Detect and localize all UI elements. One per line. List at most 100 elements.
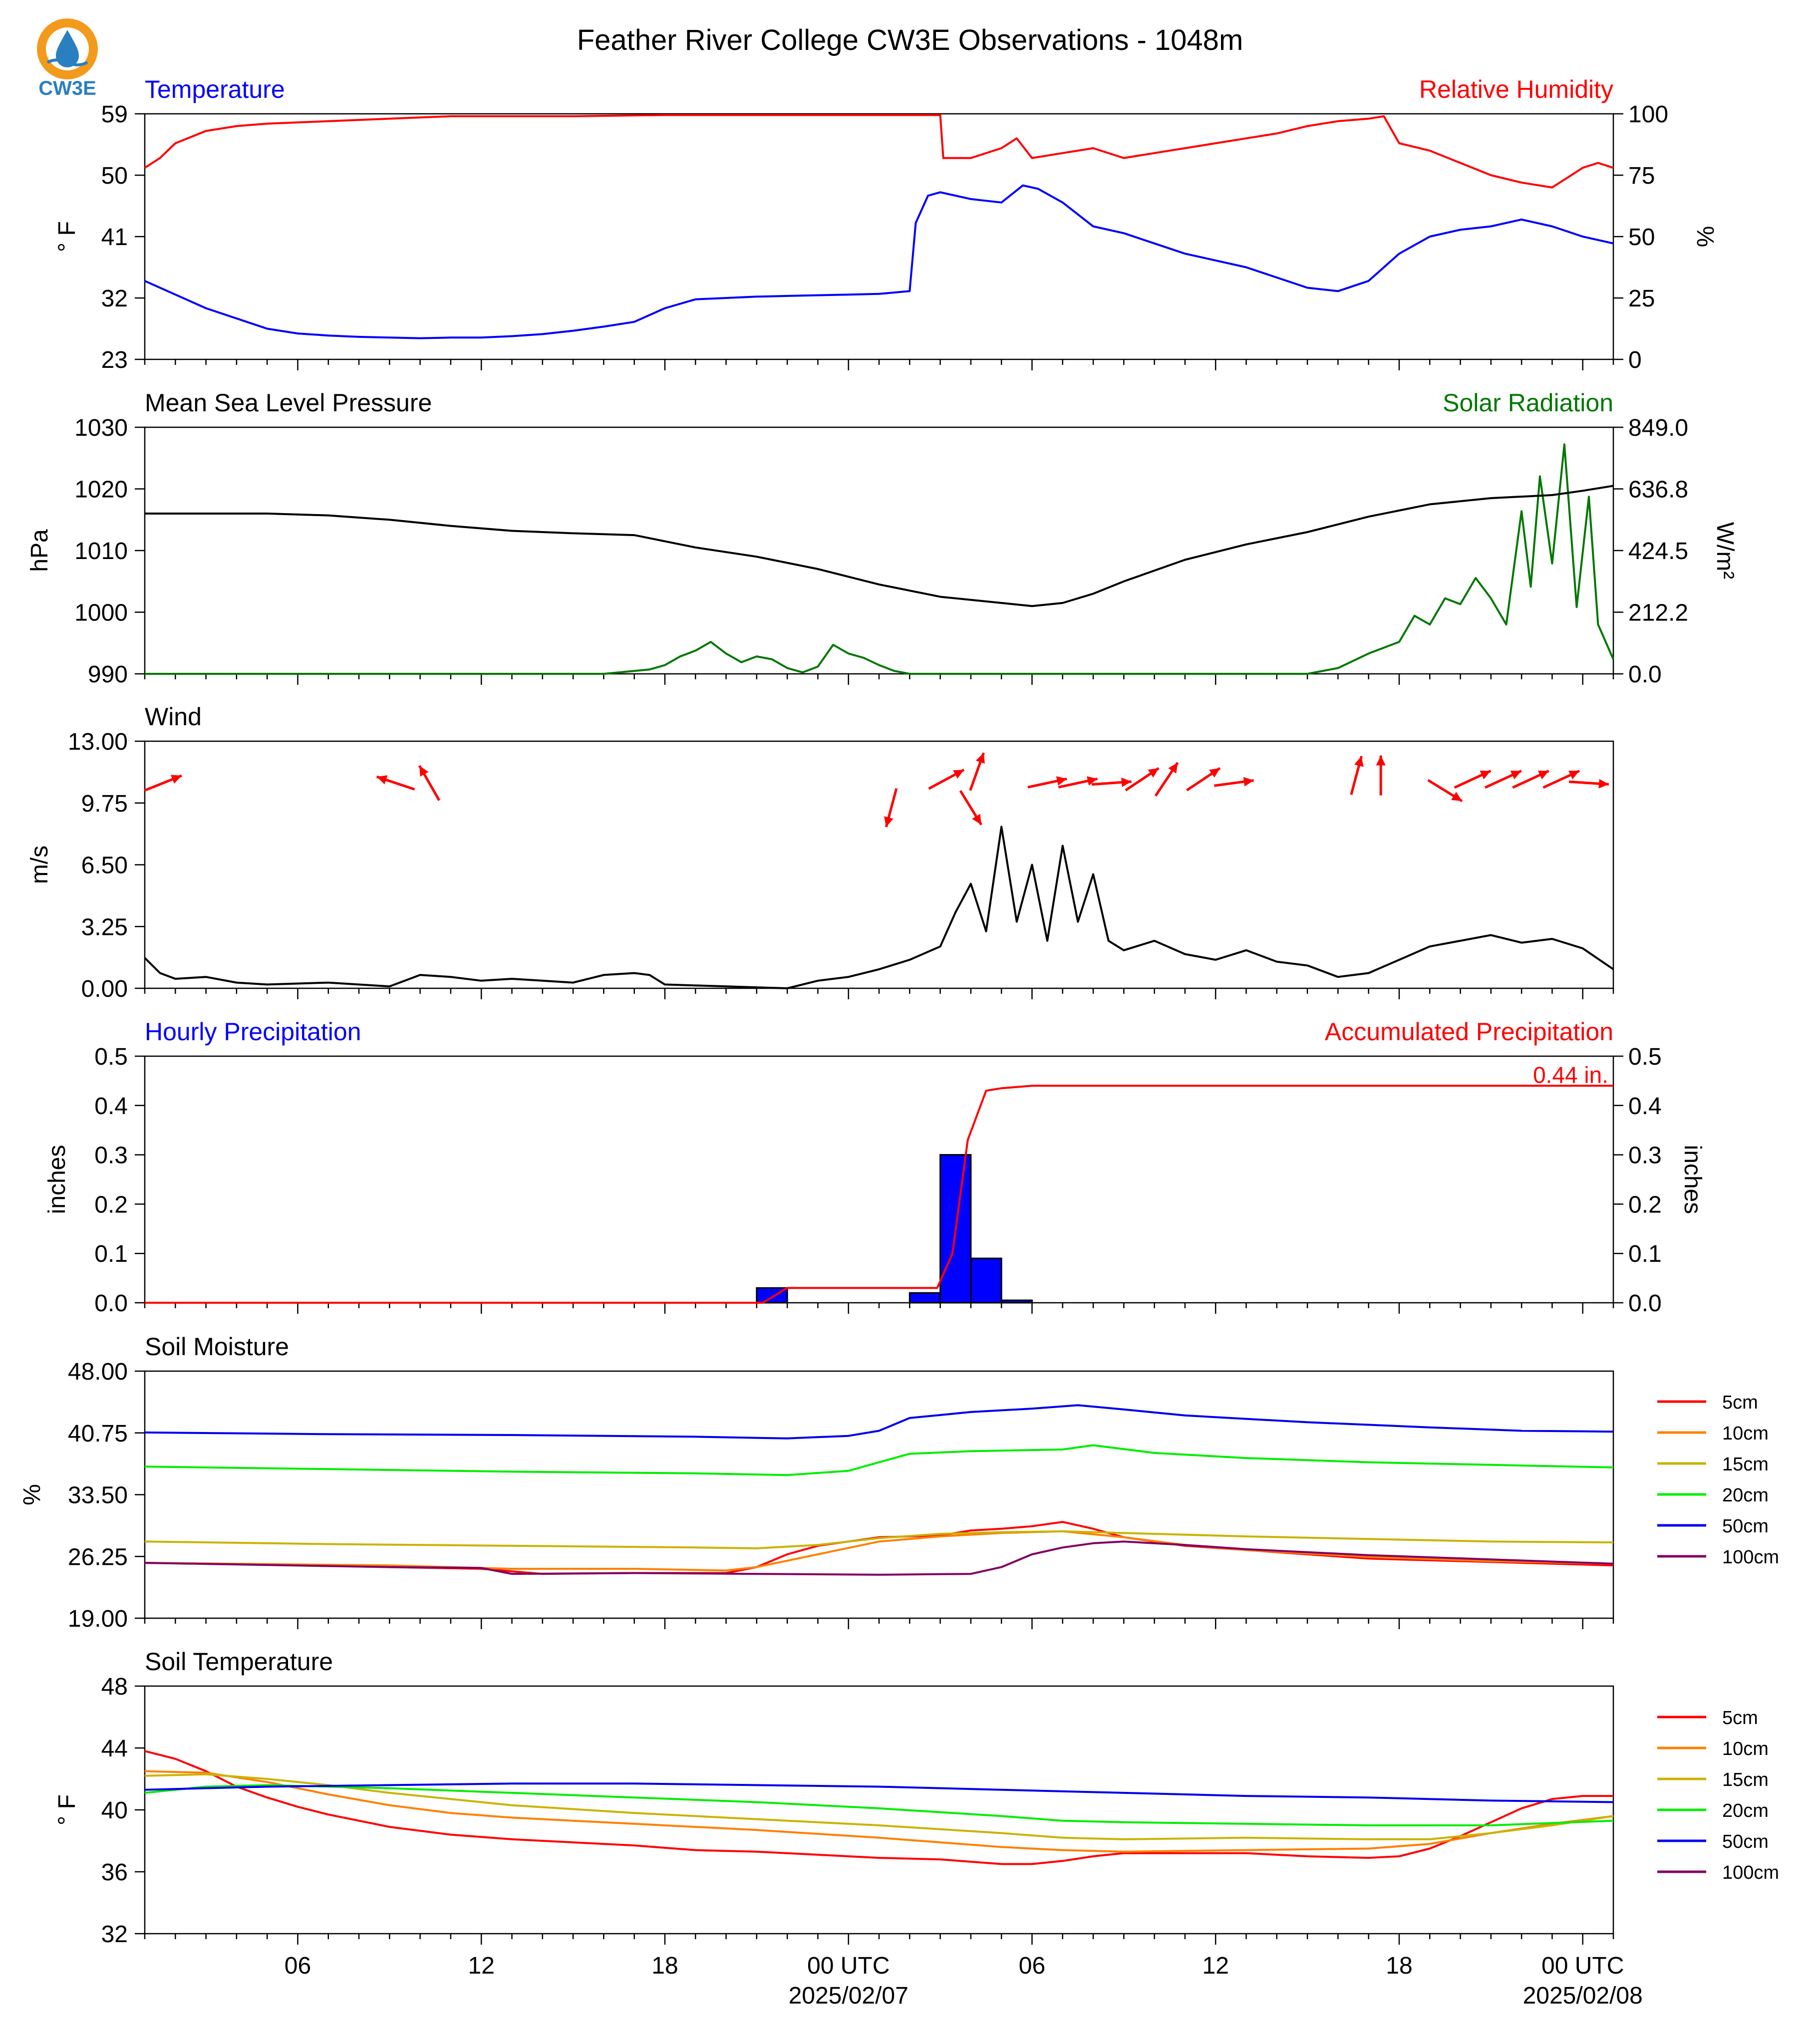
y-tick-label-left: 59	[101, 101, 128, 128]
x-tick-label: 12	[1203, 1953, 1229, 1979]
y-tick-label-left: 36	[101, 1859, 128, 1886]
soil-temperature-50cm-line	[144, 1782, 1614, 1803]
wind-arrow-head	[1243, 777, 1254, 787]
y-tick-label-left: 13.00	[68, 729, 128, 755]
hourly-precip-bar	[970, 1257, 1002, 1304]
y-tick-label-left: 0.4	[94, 1093, 128, 1120]
y-tick-label-right: 25	[1628, 286, 1655, 312]
y-tick-label-left: 41	[101, 224, 128, 251]
legend-label: 5cm	[1722, 1708, 1758, 1729]
y-tick-label-left: 48.00	[68, 1359, 128, 1385]
logo-drop-icon	[56, 30, 79, 67]
logo-wave-icon	[46, 58, 88, 66]
accumulated-precip-line	[145, 1085, 1613, 1304]
y-tick-label-left: 33.50	[68, 1482, 128, 1509]
y-axis-unit: %	[19, 1484, 45, 1505]
cw3e-logo: CW3E	[37, 18, 98, 99]
solar-series-line	[145, 443, 1614, 675]
panel-pressure-solar: 990 1000 1010 1020 1030 0.0 212.2 424.5 636.8 849…	[26, 389, 1738, 688]
wind-arrow-head	[419, 766, 429, 777]
x-tick-label: 18	[651, 1953, 678, 1979]
wind-arrow-head	[170, 775, 182, 784]
y-tick-label-right: 212.2	[1628, 600, 1688, 626]
x-tick-label: 06	[1019, 1953, 1045, 1979]
y-tick-label-right: 0.0	[1628, 661, 1662, 688]
y-tick-label-left: 0.2	[94, 1191, 128, 1218]
soil-temperature-15cm-line	[144, 1773, 1614, 1840]
y-tick-label-right: 75	[1628, 163, 1655, 189]
plot-frame	[144, 113, 1614, 360]
panel-temperature-humidity: 23 32 41 50 59 0 25 50 75 100 Temperature Relative …	[54, 75, 1718, 373]
legend-label: 10cm	[1722, 1423, 1769, 1444]
wind-speed-line	[144, 826, 1614, 989]
y-tick-label-right: 0.4	[1628, 1093, 1662, 1120]
y-tick-label-left: 1030	[74, 415, 128, 441]
x-tick-label: 00 UTC	[807, 1953, 890, 1979]
wind-arrow-head	[376, 775, 388, 785]
y-axis-unit: inches	[44, 1145, 70, 1214]
soil-moisture-20cm-line	[144, 1444, 1614, 1476]
x-tick-label: 06	[285, 1953, 311, 1979]
y-axis-unit: %	[1692, 226, 1718, 248]
x-tick-label: 12	[468, 1953, 495, 1979]
x-tick-label: 00 UTC	[1541, 1953, 1624, 1979]
y-tick-label-left: 48	[101, 1674, 128, 1700]
y-tick-label-right: 849.0	[1628, 415, 1688, 441]
wind-arrow-head	[1480, 771, 1491, 780]
y-axis-unit: ° F	[54, 1794, 80, 1825]
soil-temperature-10cm-line	[144, 1770, 1614, 1853]
legend-label: 100cm	[1722, 1547, 1779, 1568]
y-axis-unit: ° F	[54, 221, 80, 252]
y-tick-label-left: 0.5	[94, 1044, 128, 1070]
plot-frame	[144, 740, 1614, 989]
soil-temperature-20cm-line	[144, 1784, 1614, 1826]
y-axis-unit: m/s	[26, 846, 53, 884]
y-tick-label-left: 1010	[74, 538, 128, 565]
y-tick-label-left: 1000	[74, 600, 128, 626]
logo-text: CW3E	[38, 77, 96, 99]
left-panel-title: Soil Moisture	[145, 1333, 289, 1361]
left-panel-title: Hourly Precipitation	[145, 1018, 361, 1046]
y-axis-unit: hPa	[26, 529, 53, 572]
pressure-series-line	[145, 485, 1614, 607]
wind-arrow-head	[1168, 762, 1178, 774]
y-tick-label-right: 636.8	[1628, 477, 1688, 503]
wind-arrow-head	[1568, 771, 1580, 780]
plot-frame	[144, 426, 1614, 675]
wind-arrow-head	[1087, 776, 1098, 786]
y-tick-label-left: 26.25	[68, 1544, 128, 1570]
y-tick-label-left: 990	[88, 661, 128, 688]
y-tick-label-right: 100	[1628, 101, 1668, 128]
y-tick-label-left: 6.50	[81, 853, 128, 879]
wind-arrow-head	[1598, 779, 1609, 789]
y-tick-label-left: 19.00	[68, 1606, 128, 1632]
x-tick-label: 18	[1386, 1953, 1412, 1979]
y-tick-label-right: 0.3	[1628, 1143, 1662, 1169]
wind-arrow-head	[1121, 777, 1132, 787]
left-panel-title: Wind	[145, 703, 202, 731]
wind-arrow-head	[1056, 776, 1067, 786]
panel-soil-moisture: 19.00 26.25 33.50 40.75 48.00 Soil Moisture% 5…	[19, 1333, 1779, 1632]
wind-arrow-head	[972, 814, 981, 825]
right-panel-title: Solar Radiation	[1443, 389, 1613, 417]
panel-soil-temperature: 32 36 40 44 48 Soil Temperature ° F 5cm 10cm 15cm…	[54, 1648, 1779, 2009]
y-axis-unit: W/m²	[1712, 522, 1738, 579]
legend-label: 50cm	[1722, 1516, 1769, 1537]
hourly-precip-bar	[909, 1292, 941, 1304]
y-tick-label-right: 0.0	[1628, 1290, 1662, 1317]
wind-arrow-head	[1354, 756, 1364, 767]
figure-title: Feather River College CW3E Observations …	[577, 24, 1243, 56]
y-tick-label-left: 3.25	[81, 914, 128, 940]
plot-frame	[144, 1055, 1614, 1304]
logo-ring-icon	[37, 18, 98, 79]
y-tick-label-left: 0.1	[94, 1241, 128, 1267]
y-tick-label-right: 424.5	[1628, 538, 1688, 565]
y-tick-label-left: 40	[101, 1797, 128, 1824]
y-tick-label-left: 23	[101, 347, 128, 373]
legend-label: 5cm	[1722, 1392, 1758, 1413]
y-tick-label-left: 50	[101, 163, 128, 189]
soil-moisture-15cm-line	[144, 1530, 1614, 1549]
y-tick-label-left: 32	[101, 286, 128, 312]
